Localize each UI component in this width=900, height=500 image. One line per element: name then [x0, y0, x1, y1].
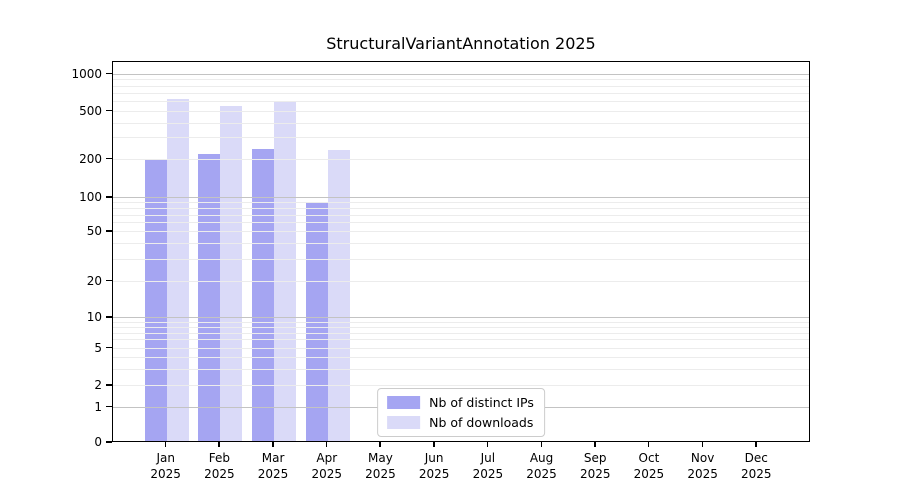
gridline-minor — [113, 92, 809, 94]
y-tick — [106, 316, 112, 318]
y-tick-label: 1 — [94, 399, 102, 414]
gridline-minor — [113, 222, 809, 224]
gridline-minor — [113, 231, 809, 233]
y-tick-label: 5 — [94, 340, 102, 355]
legend-swatch-distinct-ips — [387, 396, 421, 409]
x-tick-label-apr: Apr 2025 — [311, 451, 343, 481]
y-tick-label: 500 — [79, 103, 102, 118]
gridline-minor — [113, 85, 809, 87]
y-tick-label: 0 — [94, 435, 102, 449]
y-tick — [106, 346, 112, 348]
y-tick — [106, 441, 112, 443]
gridline-minor — [113, 368, 809, 370]
bar-mar-distinct-ips — [252, 149, 275, 441]
x-tick-label-dec: Dec 2025 — [741, 451, 772, 481]
x-tick-label-jan: Jan 2025 — [150, 451, 181, 481]
gridline-minor — [113, 332, 809, 334]
bar-mar-downloads — [274, 101, 297, 441]
gridline-minor — [113, 208, 809, 210]
x-tick — [486, 442, 489, 447]
x-tick-label-sep: Sep 2025 — [579, 451, 611, 481]
y-tick-label: 50 — [86, 224, 102, 239]
gridline-minor — [113, 202, 809, 204]
y-tick-label: 100 — [79, 190, 102, 205]
gridline-minor — [113, 258, 809, 260]
legend: Nb of distinct IPs Nb of downloads — [377, 388, 545, 437]
gridline-minor — [113, 243, 809, 245]
bar-feb-downloads — [220, 105, 243, 441]
y-tick — [106, 279, 112, 282]
x-tick-label-jun: Jun 2025 — [418, 451, 450, 481]
chart-title: StructuralVariantAnnotation 2025 — [326, 34, 596, 53]
y-tick-label: 20 — [86, 273, 102, 288]
x-tick-label-oct: Oct 2025 — [633, 451, 665, 481]
legend-item-downloads: Nb of downloads — [387, 415, 534, 430]
x-tick — [272, 442, 274, 447]
gridline-minor — [113, 122, 809, 124]
gridline-major — [113, 73, 809, 75]
gridline-minor — [113, 137, 809, 139]
x-tick-label-feb: Feb 2025 — [204, 451, 235, 481]
x-tick — [701, 442, 704, 447]
gridline-minor — [113, 321, 809, 323]
x-tick — [379, 442, 381, 447]
x-tick — [540, 442, 543, 447]
x-tick-label-may: May 2025 — [365, 451, 396, 481]
y-tick-label: 2 — [94, 378, 102, 393]
gridline-minor — [113, 356, 809, 358]
gridline-minor — [113, 385, 809, 387]
gridline-minor — [113, 347, 809, 349]
gridline-minor — [113, 326, 809, 328]
bar-jan-downloads — [166, 98, 189, 441]
legend-label-downloads: Nb of downloads — [429, 415, 534, 430]
gridline-minor — [113, 101, 809, 103]
x-tick-label-nov: Nov 2025 — [687, 451, 718, 481]
x-tick — [218, 442, 220, 447]
bar-apr-downloads — [327, 150, 350, 441]
y-tick — [106, 196, 112, 198]
x-tick — [164, 442, 167, 447]
plot-area: Nb of distinct IPs Nb of downloads — [112, 61, 810, 442]
y-tick-label: 10 — [86, 310, 102, 325]
y-tick — [106, 157, 112, 160]
x-tick — [755, 442, 757, 447]
gridline-minor — [113, 214, 809, 216]
bar-jan-distinct-ips — [144, 160, 167, 441]
legend-item-distinct-ips: Nb of distinct IPs — [387, 395, 534, 410]
x-tick-label-mar: Mar 2025 — [257, 451, 289, 481]
y-tick — [106, 72, 112, 75]
y-tick — [106, 384, 112, 386]
y-tick — [106, 405, 112, 408]
gridline-minor — [113, 110, 809, 112]
x-tick — [433, 442, 435, 447]
gridline-major — [113, 197, 809, 199]
y-tick — [106, 230, 112, 232]
legend-label-distinct-ips: Nb of distinct IPs — [429, 395, 534, 410]
x-tick-label-aug: Aug 2025 — [526, 451, 557, 481]
x-tick-label-jul: Jul 2025 — [472, 451, 504, 481]
y-tick-label: 200 — [79, 151, 102, 166]
gridline-minor — [113, 158, 809, 160]
x-tick — [594, 442, 596, 447]
x-tick — [647, 442, 650, 447]
gridline-minor — [113, 280, 809, 282]
y-tick-label: 1000 — [71, 66, 102, 81]
x-tick — [325, 442, 328, 447]
gridline-minor — [113, 79, 809, 81]
gridline-minor — [113, 339, 809, 341]
gridline-major — [113, 317, 809, 319]
legend-swatch-downloads — [387, 416, 421, 429]
y-tick — [106, 109, 112, 112]
